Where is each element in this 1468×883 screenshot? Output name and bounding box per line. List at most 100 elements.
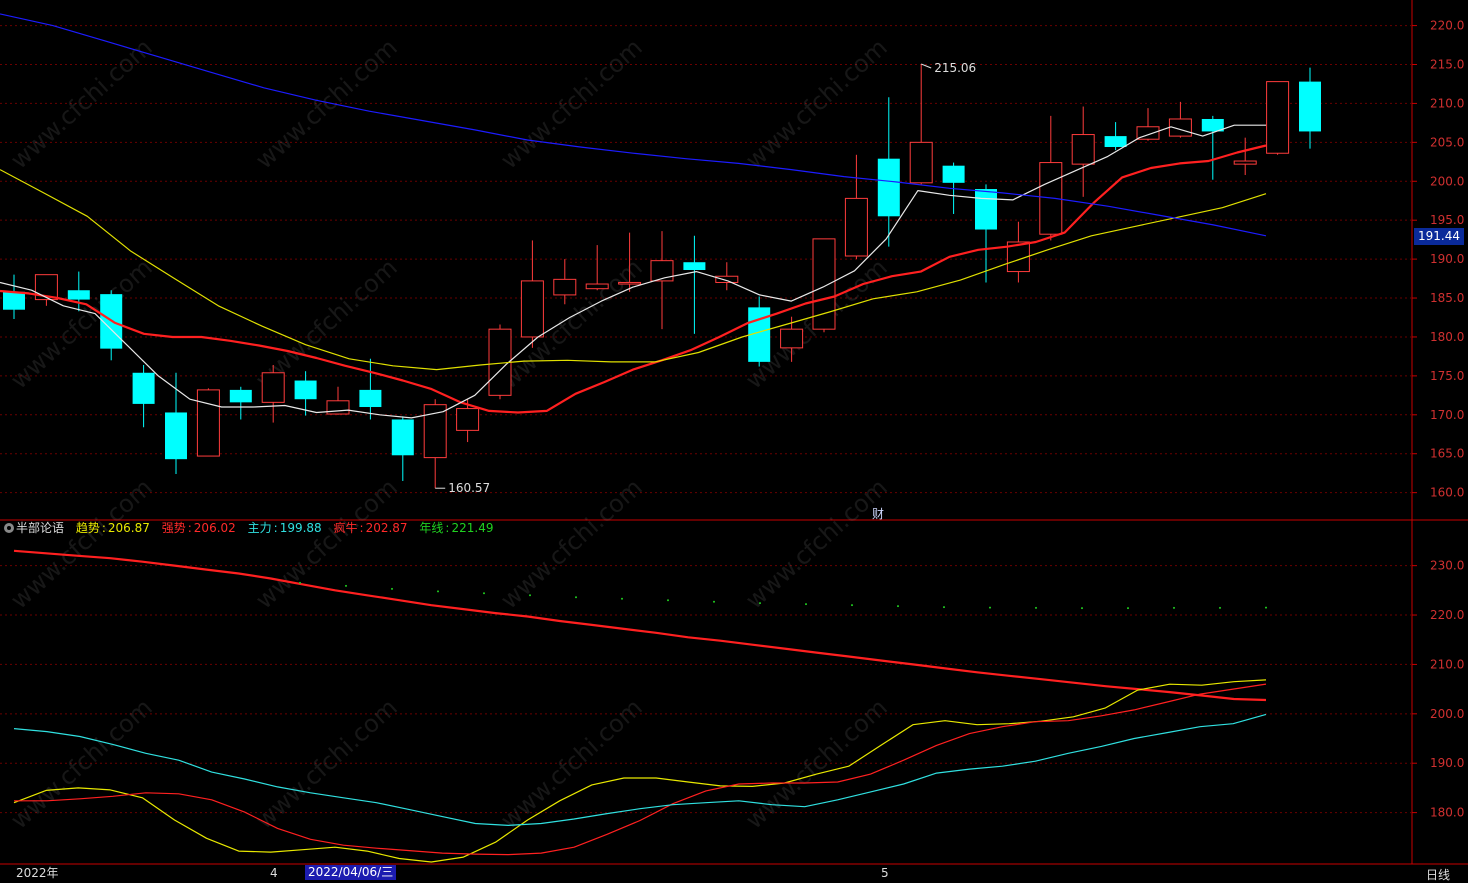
year-line-dot (897, 605, 899, 608)
year-line-dot (1219, 606, 1221, 609)
year-line-dot (805, 603, 807, 606)
price-tick-label: 195.0 (1430, 213, 1464, 227)
indicator-tick-label: 180.0 (1430, 806, 1464, 820)
current-price-label: 191.44 (1414, 228, 1464, 245)
legend-year-label: 年线 (419, 521, 444, 535)
crosshair-date: 2022/04/06/三 (305, 865, 397, 880)
year-line-dot (483, 592, 485, 595)
candle-body-up (780, 328, 804, 349)
indicator-tick-label: 220.0 (1430, 608, 1464, 622)
year-line-dot (437, 590, 439, 593)
watermark-text: www.cfchi.com (495, 693, 647, 834)
candle-body-down (229, 389, 252, 403)
watermark-text: www.cfchi.com (740, 33, 892, 174)
candle-body-up (34, 274, 58, 301)
candle-body-up (1006, 241, 1030, 273)
candle-body-up (715, 275, 739, 283)
watermark-text: www.cfchi.com (740, 473, 892, 614)
bull-line (13, 549, 1267, 702)
price-tick-label: 180.0 (1430, 330, 1464, 344)
year-line-dot (759, 602, 761, 605)
ma-red-line (0, 144, 1267, 414)
year-line-dot (851, 604, 853, 607)
year-line-dot (621, 597, 623, 600)
candle-body-down (1104, 136, 1127, 148)
high-annotation-arrow (921, 63, 932, 69)
watermark-text: www.cfchi.com (740, 693, 892, 834)
strong-line (14, 683, 1267, 856)
price-tick-label: 200.0 (1430, 174, 1464, 188)
ma-yellow-line (0, 169, 1267, 371)
finance-marker[interactable]: 财 (872, 507, 885, 521)
year-line-dot (529, 594, 531, 597)
candle-body-up (423, 404, 447, 459)
watermark-text: www.cfchi.com (5, 473, 157, 614)
year-line-dot (345, 584, 347, 587)
price-tick-label: 220.0 (1430, 19, 1464, 33)
candle-body-down (975, 189, 997, 230)
candle-body-down (3, 291, 25, 310)
candle-body-up (650, 260, 674, 282)
year-line-dot (667, 599, 669, 602)
candle-body-up (1266, 81, 1290, 154)
candle-body-down (165, 412, 187, 460)
year-line-dot (1081, 607, 1083, 610)
candle-body-down (294, 380, 317, 400)
candle-body-up (196, 389, 220, 457)
candle-body-down (359, 389, 382, 408)
watermark: www.cfchi.com www.cfchi.com www.cfchi.com w… (5, 33, 892, 834)
price-tick-label: 215.0 (1430, 57, 1464, 71)
indicator-tick-label: 230.0 (1430, 559, 1464, 573)
candle-body-down (1299, 81, 1321, 132)
candle-body-up (618, 281, 642, 285)
high-annotation: 215.06 (934, 61, 976, 75)
candle-body-down (391, 419, 414, 456)
ma-white-line (0, 124, 1266, 419)
x-label-april: 4 (270, 866, 278, 880)
price-tick-label: 190.0 (1430, 252, 1464, 266)
legend-main-label: 主力 (247, 521, 272, 535)
period-button[interactable]: 日线 (1426, 868, 1451, 882)
indicator-name: 半部论语 (16, 521, 65, 535)
candle-body-down (942, 165, 965, 183)
price-tick-label: 205.0 (1430, 135, 1464, 149)
indicator-legend: 半部论语 趋势:206.87 强势:206.02 主力:199.88 疯牛:20… (4, 520, 495, 536)
price-tick-label: 165.0 (1430, 447, 1464, 461)
year-line-dot (1035, 606, 1037, 609)
year-line-dot (299, 581, 301, 584)
x-label-may: 5 (881, 866, 889, 880)
candle-body-down (67, 290, 90, 300)
trend-line (13, 679, 1267, 863)
indicator-tick-label: 210.0 (1430, 657, 1464, 671)
candle-body-up (1233, 160, 1257, 165)
indicator-tick-label: 190.0 (1430, 756, 1464, 770)
candle-body-up (456, 408, 480, 431)
legend-trend-value: 206.87 (107, 521, 150, 535)
watermark-text: www.cfchi.com (250, 33, 402, 174)
legend-main-value: 199.88 (279, 521, 322, 535)
main-line (13, 713, 1267, 827)
low-annotation: 160.57 (448, 481, 490, 495)
year-line-dot (713, 600, 715, 603)
watermark-text: www.cfchi.com (495, 473, 647, 614)
candle-body-down (132, 372, 155, 404)
year-line-dot (1127, 607, 1129, 610)
year-line-dot (1173, 606, 1175, 609)
gear-icon[interactable] (4, 523, 14, 533)
candle-body-up (585, 283, 609, 290)
candle-body-up (812, 238, 836, 330)
legend-trend-label: 趋势 (75, 521, 100, 535)
legend-bull-label: 疯牛 (333, 521, 358, 535)
price-tick-label: 170.0 (1430, 408, 1464, 422)
price-tick-label: 185.0 (1430, 291, 1464, 305)
x-label-year: 2022年 (16, 866, 59, 880)
price-tick-label: 175.0 (1430, 369, 1464, 383)
legend-strong-label: 强势 (161, 521, 186, 535)
candle-body-up (553, 278, 577, 296)
legend-strong-value: 206.02 (193, 521, 236, 535)
year-line-dot (575, 596, 577, 599)
candle-body-up (844, 197, 868, 257)
candle-body-down (683, 262, 706, 271)
watermark-text: www.cfchi.com (250, 693, 402, 834)
